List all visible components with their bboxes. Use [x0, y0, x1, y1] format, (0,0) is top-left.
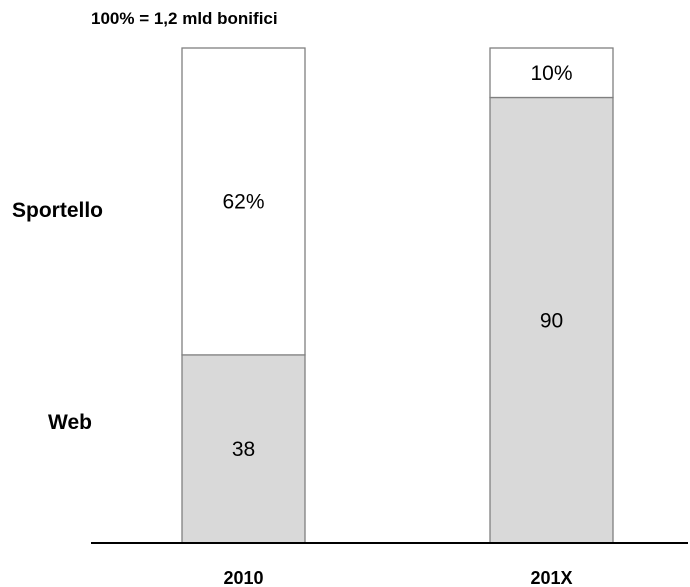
bar-segment-sportello-201x [489, 47, 614, 99]
category-labels-group: 2010 201X [223, 568, 572, 587]
data-label-sportello-2010: 62% [222, 190, 264, 213]
category-label-2010: 2010 [223, 568, 263, 587]
bars-group [181, 47, 614, 544]
category-label-201x: 201X [530, 568, 572, 587]
legend-label-web: Web [48, 411, 92, 434]
data-label-sportello-201x: 10% [530, 62, 572, 85]
chart-subtitle: 100% = 1,2 mld bonifici [91, 9, 278, 28]
legend-label-sportello: Sportello [12, 199, 103, 222]
bar-segment-web-2010 [181, 354, 306, 544]
data-label-web-201x: 90 [540, 309, 563, 332]
bar-segment-sportello-2010 [181, 47, 306, 356]
segment-labels-group: 38 62% 90 10% [222, 62, 572, 461]
data-label-web-2010: 38 [232, 438, 255, 461]
